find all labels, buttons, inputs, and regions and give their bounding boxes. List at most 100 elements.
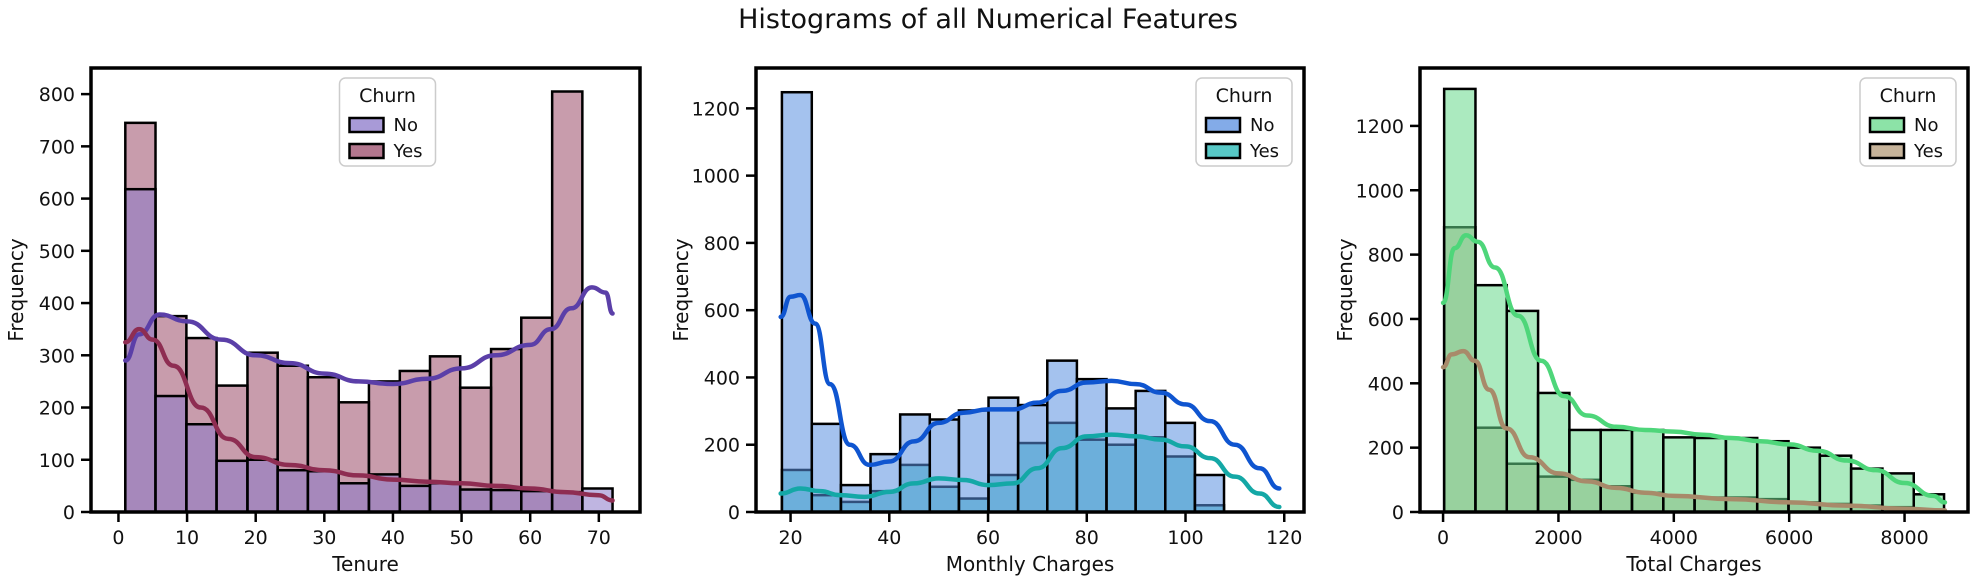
legend-title: Churn xyxy=(1880,85,1937,107)
legend-swatch xyxy=(1868,116,1906,134)
x-tick-label: 4000 xyxy=(1650,527,1698,549)
plot-frame xyxy=(89,66,642,514)
histogram-bar-no xyxy=(1474,283,1509,514)
kde-curve-yes xyxy=(123,326,615,503)
legend-title: Churn xyxy=(1216,85,1273,107)
histogram-bar-no xyxy=(928,418,961,514)
histogram-bar-no xyxy=(1505,309,1540,514)
legend-label: No xyxy=(1914,115,1938,136)
x-tick-label: 0 xyxy=(112,527,124,549)
plot-frame xyxy=(754,66,1306,514)
y-tick-label: 500 xyxy=(39,241,75,263)
y-tick-label: 0 xyxy=(63,502,75,524)
y-tick-label: 1000 xyxy=(1356,180,1404,202)
y-tick-label: 800 xyxy=(39,84,75,106)
histogram-bar-no xyxy=(306,470,340,514)
y-tick-label: 800 xyxy=(1368,245,1404,267)
histogram-bar-no xyxy=(215,459,249,514)
histogram-bar-no xyxy=(1164,421,1197,514)
histogram-bar-no xyxy=(276,468,310,514)
legend: Churn No Yes xyxy=(1859,77,1957,167)
x-axis-label: Monthly Charges xyxy=(946,552,1115,576)
x-axis-label: Total Charges xyxy=(1625,552,1761,576)
x-tick-label: 40 xyxy=(877,527,901,549)
panel-1: 0 10 20 30 40 50 60 700100200300400500600700800… xyxy=(4,66,642,576)
x-axis-label: Tenure xyxy=(331,552,399,576)
histogram-bar-no xyxy=(337,482,371,514)
kde-curve-yes xyxy=(778,432,1282,510)
y-tick-label: 100 xyxy=(39,450,75,472)
plot-frame xyxy=(1418,66,1970,514)
x-tick-label: 80 xyxy=(1075,527,1099,549)
histogram-bar-no xyxy=(1105,407,1137,514)
kde-curve-yes xyxy=(1440,348,1948,513)
x-tick-label: 10 xyxy=(175,527,199,549)
y-tick-label: 700 xyxy=(39,136,75,158)
y-tick-label: 0 xyxy=(728,502,740,524)
y-tick-label: 400 xyxy=(39,293,75,315)
x-tick-label: 120 xyxy=(1266,527,1302,549)
histogram-bar-no xyxy=(154,394,188,514)
histogram-bar-no xyxy=(898,413,932,514)
x-tick-label: 6000 xyxy=(1765,527,1813,549)
histogram-bar-no xyxy=(1075,377,1108,514)
histogram-bar-no xyxy=(957,409,990,514)
legend-label: No xyxy=(394,115,418,136)
histogram-bar-no xyxy=(1599,428,1634,514)
y-tick-label: 400 xyxy=(1368,373,1404,395)
histogram-bar-no xyxy=(428,482,462,514)
legend-swatch xyxy=(348,116,385,134)
histogram-bar-no xyxy=(1016,403,1049,514)
x-tick-label: 2000 xyxy=(1534,527,1582,549)
x-tick-label: 60 xyxy=(976,527,1000,549)
y-tick-label: 600 xyxy=(704,300,740,322)
y-axis-label: Frequency xyxy=(669,238,693,341)
x-tick-label: 100 xyxy=(1167,527,1203,549)
x-tick-label: 20 xyxy=(778,527,802,549)
kde-curve-no xyxy=(1440,233,1948,505)
legend-label: Yes xyxy=(1249,141,1279,162)
histogram-bar-no xyxy=(1442,87,1477,514)
x-tick-label: 20 xyxy=(244,527,268,549)
y-tick-label: 0 xyxy=(1392,502,1404,524)
legend-label: Yes xyxy=(1913,141,1943,162)
legend-swatch xyxy=(1868,142,1906,160)
x-tick-label: 40 xyxy=(381,527,405,549)
histogram-bar-no xyxy=(185,422,218,514)
histogram-bar-no xyxy=(398,484,432,514)
histogram-bar-no xyxy=(246,458,279,514)
histogram-bar-no xyxy=(810,422,843,514)
histogram-bar-no xyxy=(987,396,1020,514)
y-tick-label: 200 xyxy=(39,398,75,420)
histogram-bar-yes xyxy=(520,316,554,514)
panel-2: 20 40 60 80 100 120020040060080010001200Month… xyxy=(669,66,1306,576)
legend-title: Churn xyxy=(359,85,416,107)
x-tick-label: 30 xyxy=(312,527,336,549)
legend-swatch xyxy=(348,142,385,160)
y-tick-label: 1200 xyxy=(692,98,740,120)
y-axis-label: Frequency xyxy=(4,238,28,341)
kde-curve-no xyxy=(123,285,615,387)
legend-label: No xyxy=(1250,115,1274,136)
legend-label: Yes xyxy=(393,141,423,162)
histogram-bar-no xyxy=(1193,473,1226,514)
y-tick-label: 200 xyxy=(704,435,740,457)
histogram-bar-no xyxy=(458,488,493,514)
x-tick-label: 50 xyxy=(449,527,473,549)
y-tick-label: 1000 xyxy=(692,166,740,188)
y-tick-label: 600 xyxy=(39,189,75,211)
legend-swatch xyxy=(1204,142,1242,160)
y-axis-label: Frequency xyxy=(1333,238,1357,341)
legend-swatch xyxy=(1204,116,1242,134)
y-tick-label: 200 xyxy=(1368,438,1404,460)
y-tick-label: 400 xyxy=(704,367,740,389)
histogram-bar-no xyxy=(1630,428,1665,514)
y-tick-label: 1200 xyxy=(1356,116,1404,138)
legend: Churn No Yes xyxy=(338,77,437,167)
histogram-bar-no xyxy=(1134,389,1167,514)
legend: Churn No Yes xyxy=(1195,77,1293,167)
y-tick-label: 300 xyxy=(39,345,75,367)
panel-3: 0 2000 4000 6000 8000 0 200 400 600 800 1000 1200 To… xyxy=(1333,66,1970,576)
